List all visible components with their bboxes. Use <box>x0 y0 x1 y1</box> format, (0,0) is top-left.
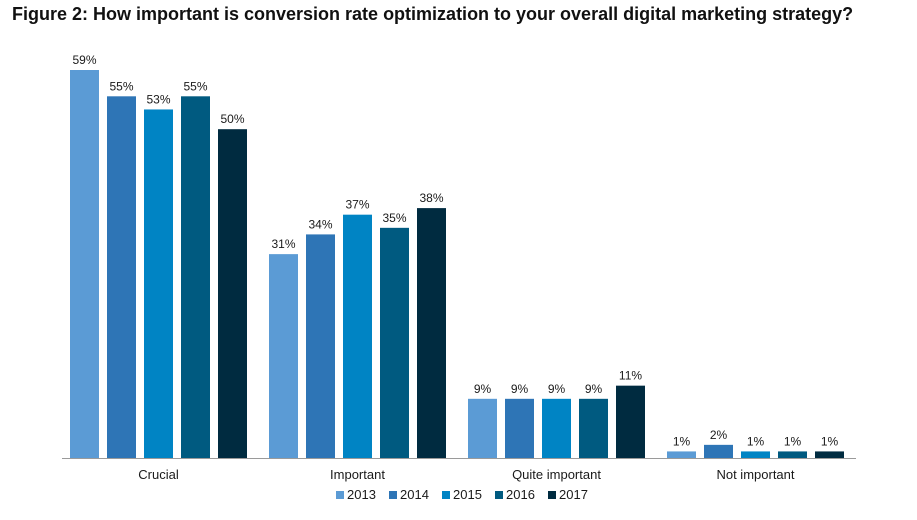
bar-crucial-2015 <box>144 109 173 458</box>
bars-group <box>70 70 844 458</box>
data-label: 59% <box>72 53 96 67</box>
bar-crucial-2016 <box>181 96 210 458</box>
value-labels-group: 59% 55% 53% 55% 50% 31% 34% 37% 35% 38% 9% 9% 9% 9% 11… <box>72 53 838 448</box>
data-label: 9% <box>474 382 492 396</box>
bar-quite-important-2017 <box>616 385 645 458</box>
bar-quite-important-2015 <box>542 398 571 458</box>
data-label: 38% <box>419 191 443 205</box>
legend-label: 2017 <box>559 487 588 502</box>
bar-not-important-2013 <box>667 451 696 458</box>
bar-quite-important-2016 <box>579 398 608 458</box>
data-label: 34% <box>308 217 332 231</box>
data-label: 11% <box>619 369 642 383</box>
data-label: 37% <box>345 198 369 212</box>
category-label: Not important <box>716 467 794 482</box>
bar-crucial-2013 <box>70 70 99 458</box>
data-label: 9% <box>548 382 566 396</box>
data-label: 1% <box>747 434 765 448</box>
bar-not-important-2016 <box>778 451 807 458</box>
category-label: Crucial <box>138 467 179 482</box>
data-label: 55% <box>109 79 133 93</box>
legend: 2013 2014 2015 2016 2017 <box>336 487 588 502</box>
bar-important-2015 <box>343 214 372 458</box>
data-label: 35% <box>382 211 406 225</box>
data-label: 2% <box>710 428 728 442</box>
legend-label: 2016 <box>506 487 535 502</box>
category-label: Important <box>330 467 385 482</box>
data-label: 1% <box>784 434 802 448</box>
legend-swatch <box>495 491 503 499</box>
data-label: 55% <box>183 79 207 93</box>
bar-quite-important-2013 <box>468 398 497 458</box>
bar-crucial-2014 <box>107 96 136 458</box>
bar-important-2014 <box>306 234 335 458</box>
data-label: 9% <box>585 382 603 396</box>
category-labels-group: Crucial Important Quite important Not impor… <box>138 467 795 482</box>
data-label: 50% <box>220 112 244 126</box>
bar-not-important-2014 <box>704 444 733 458</box>
bar-not-important-2017 <box>815 451 844 458</box>
bar-crucial-2017 <box>218 129 247 458</box>
data-label: 53% <box>146 92 170 106</box>
legend-swatch <box>548 491 556 499</box>
bar-important-2013 <box>269 254 298 458</box>
legend-label: 2015 <box>453 487 482 502</box>
chart-title: Figure 2: How important is conversion ra… <box>12 4 854 24</box>
bar-quite-important-2014 <box>505 398 534 458</box>
category-label: Quite important <box>512 467 601 482</box>
data-label: 1% <box>821 434 839 448</box>
data-label: 9% <box>511 382 529 396</box>
legend-label: 2014 <box>400 487 429 502</box>
legend-swatch <box>336 491 344 499</box>
bar-important-2016 <box>380 227 409 458</box>
bar-not-important-2015 <box>741 451 770 458</box>
legend-label: 2013 <box>347 487 376 502</box>
legend-swatch <box>442 491 450 499</box>
data-label: 31% <box>271 237 295 251</box>
bar-important-2017 <box>417 208 446 458</box>
legend-swatch <box>389 491 397 499</box>
data-label: 1% <box>673 434 691 448</box>
